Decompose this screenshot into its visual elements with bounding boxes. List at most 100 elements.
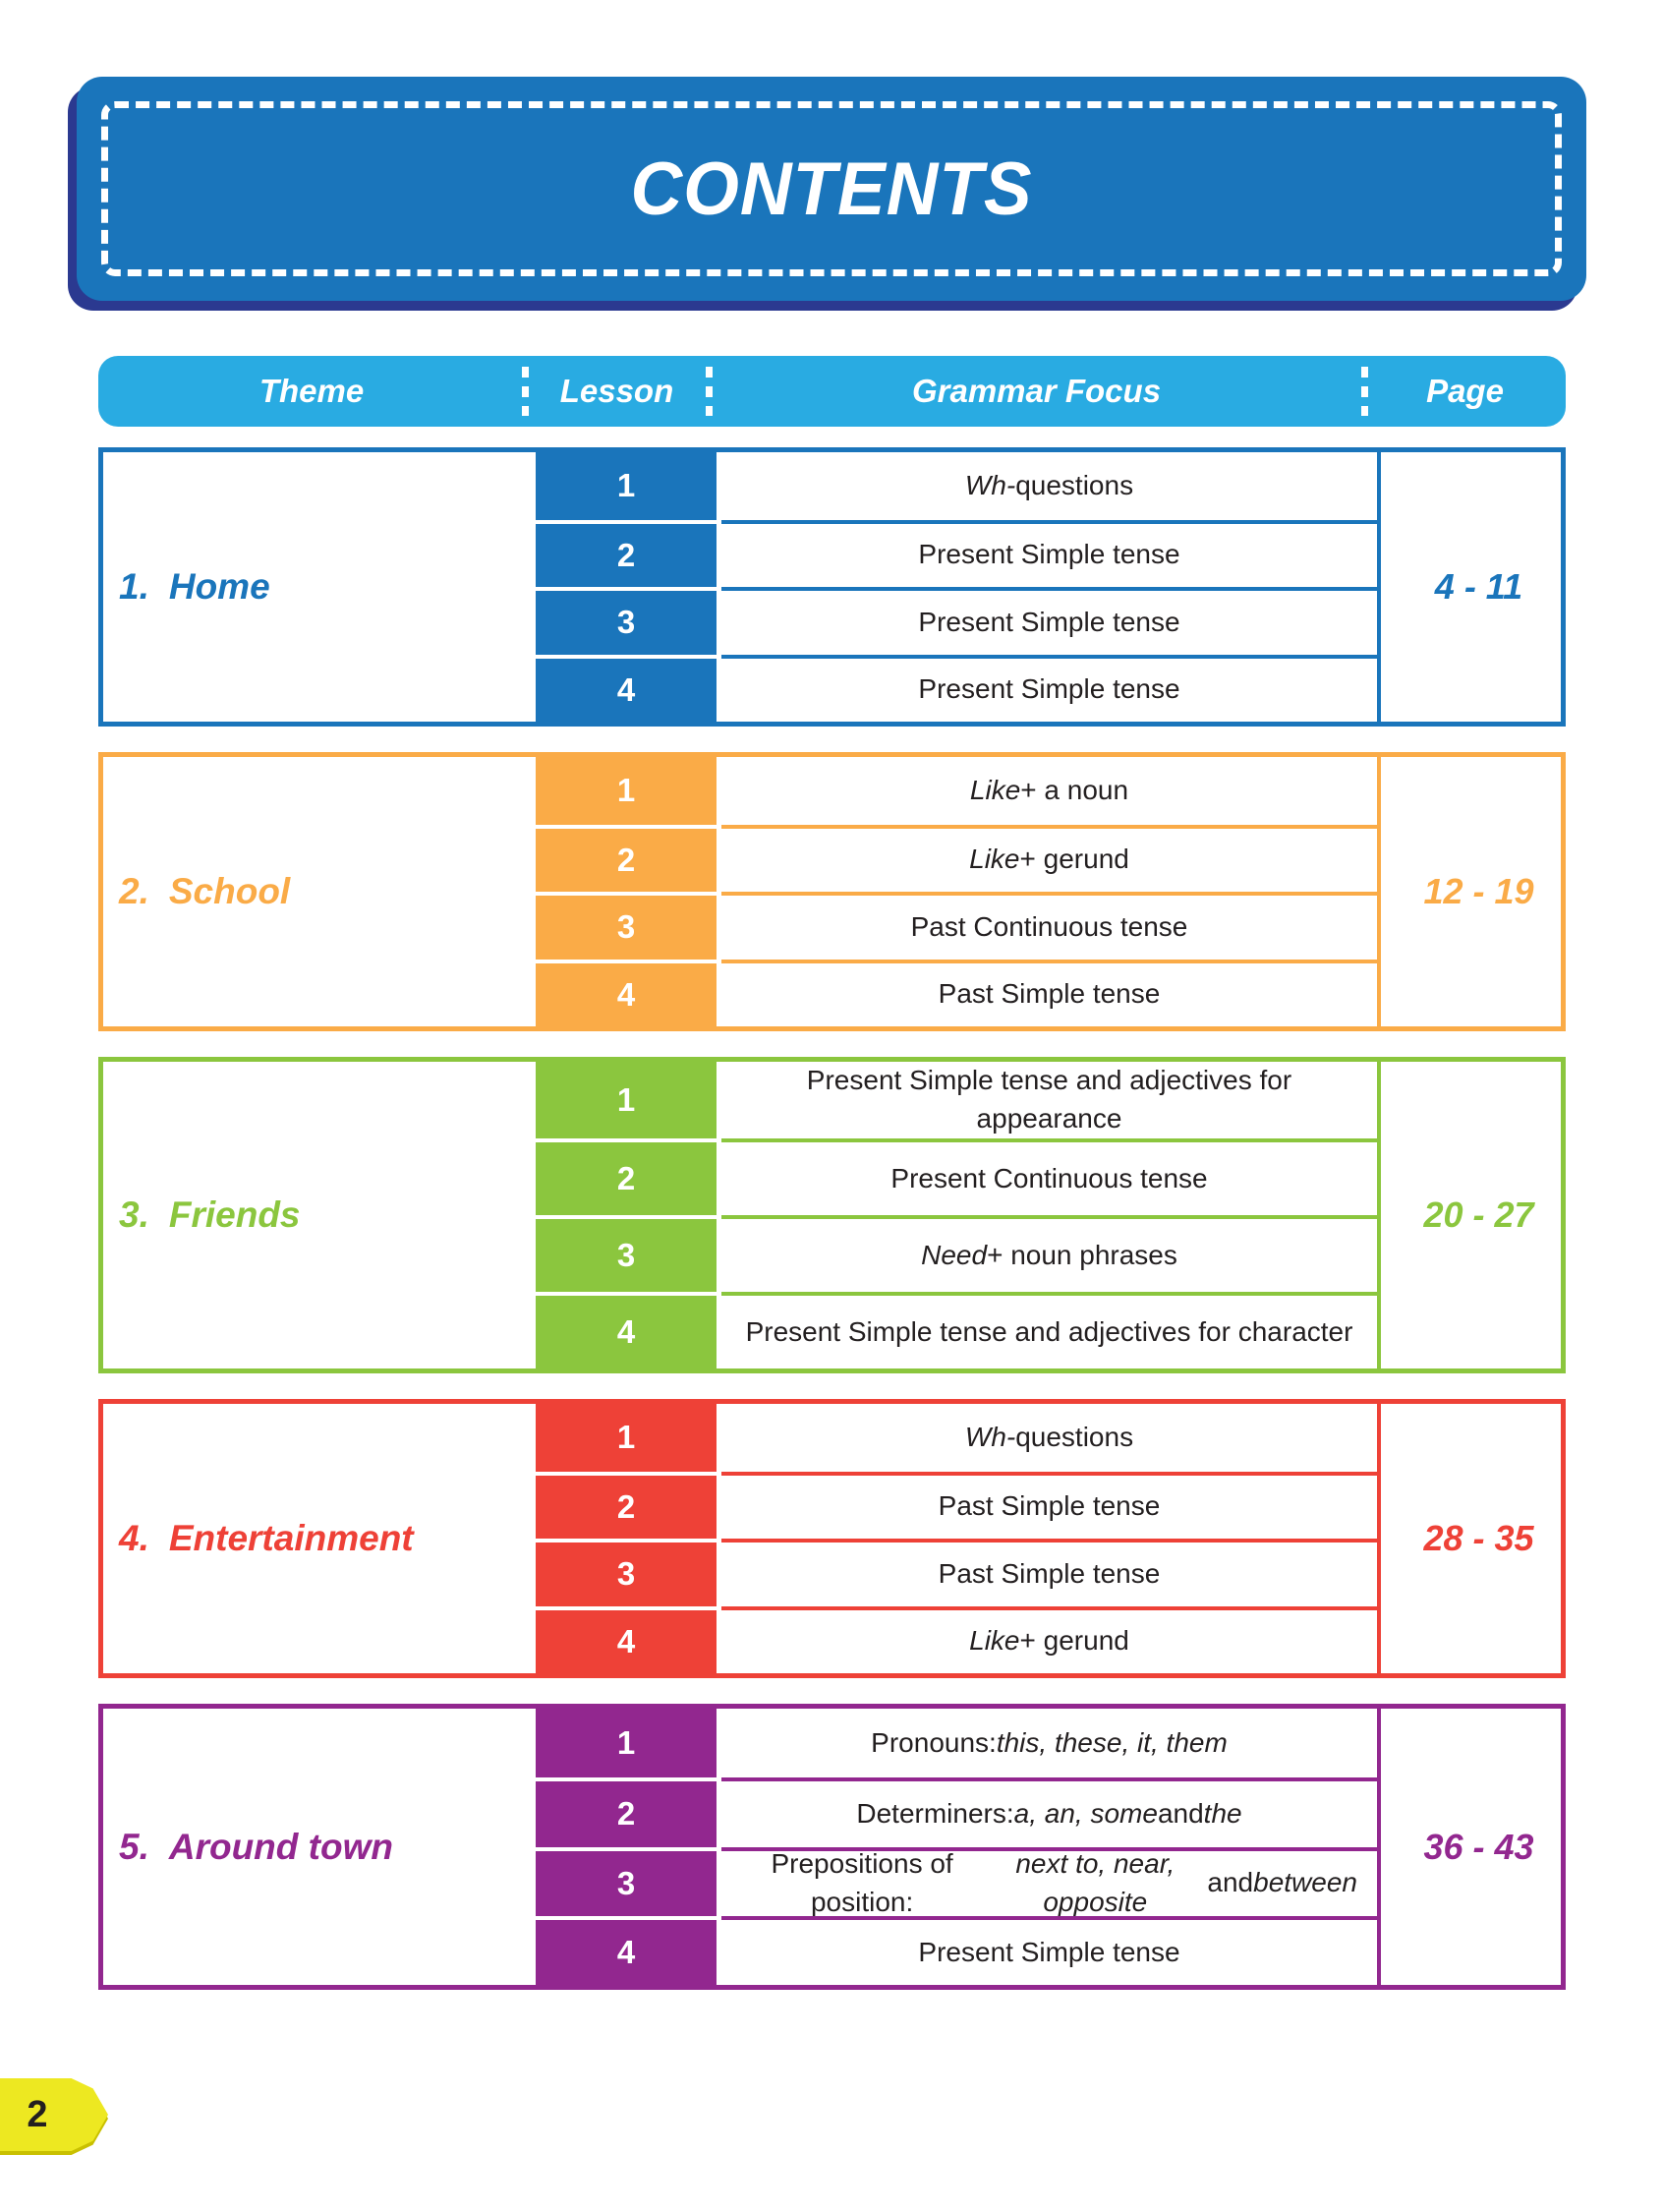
grammar-term-italic: between xyxy=(1253,1867,1357,1898)
lesson-number: 4 xyxy=(536,1292,717,1368)
lesson-number: 4 xyxy=(536,1605,717,1673)
theme-section-school: 2. School 1 Like + a noun 2 Like + gerun… xyxy=(98,752,1566,1031)
grammar-text: Prepositions of position: xyxy=(771,1848,953,1917)
lesson-number: 4 xyxy=(536,654,717,722)
theme-cell: 1. Home xyxy=(103,452,536,722)
cell-gap xyxy=(717,1846,721,1916)
theme-section-friends: 3. Friends 1 Present Simple tense and ad… xyxy=(98,1057,1566,1373)
table-header-bar: Theme Lesson Grammar Focus Page xyxy=(98,356,1566,427)
cell-gap xyxy=(717,1215,721,1292)
page-range: 12 - 19 xyxy=(1423,871,1534,911)
grammar-term-italic: Like xyxy=(969,774,1021,805)
lesson-row: 2 Present Continuous tense xyxy=(536,1138,1377,1215)
grammar-term-italic: Wh- xyxy=(964,1421,1016,1452)
grammar-term-italic: next to, near, opposite xyxy=(1015,1848,1176,1917)
sections-list: 1. Home 1 Wh- questions 2 Present Simple… xyxy=(98,447,1566,2015)
lesson-row: 1 Present Simple tense and adjectives fo… xyxy=(536,1062,1377,1138)
theme-number: 1. xyxy=(119,566,149,607)
page-range: 4 - 11 xyxy=(1434,566,1523,607)
column-divider-line xyxy=(1377,1709,1381,1985)
column-divider-line xyxy=(1377,1404,1381,1673)
grammar-text: and xyxy=(1207,1867,1254,1898)
cell-gap xyxy=(717,892,721,960)
theme-name: Friends xyxy=(168,1194,301,1235)
grammar-text: Past Continuous tense xyxy=(910,910,1188,942)
lesson-row: 1 Like + a noun xyxy=(536,757,1377,825)
cell-gap xyxy=(717,452,721,520)
page-number-tab: 2 xyxy=(0,2078,108,2151)
lesson-row: 4 Present Simple tense xyxy=(536,1915,1377,1985)
lesson-row: 3 Prepositions of position: next to, nea… xyxy=(536,1846,1377,1917)
lesson-row: 4 Past Simple tense xyxy=(536,959,1377,1027)
grammar-text: + noun phrases xyxy=(987,1239,1177,1270)
page-number: 2 xyxy=(27,2093,48,2135)
grammar-focus: Past Simple tense xyxy=(721,959,1377,1027)
grammar-focus: Prepositions of position: next to, near,… xyxy=(721,1846,1377,1917)
theme-section-entertainment: 4. Entertainment 1 Wh- questions 2 Past … xyxy=(98,1399,1566,1678)
lesson-number: 1 xyxy=(536,757,717,825)
lesson-row: 3 Need + noun phrases xyxy=(536,1215,1377,1292)
lesson-rows: 1 Wh- questions 2 Past Simple tense 3 Pa… xyxy=(536,1404,1377,1673)
theme-name: Around town xyxy=(168,1826,393,1867)
cell-gap xyxy=(717,1539,721,1606)
lesson-number: 3 xyxy=(536,892,717,960)
grammar-text: questions xyxy=(1015,1421,1134,1452)
grammar-text: + a noun xyxy=(1020,774,1129,805)
lesson-number: 1 xyxy=(536,1062,717,1138)
cell-gap xyxy=(717,1062,721,1138)
grammar-focus: Like + a noun xyxy=(721,757,1377,825)
theme-section-around-town: 5. Around town 1 Pronouns: this, these, … xyxy=(98,1704,1566,1990)
page-title: CONTENTS xyxy=(630,146,1033,231)
lesson-row: 4 Present Simple tense xyxy=(536,654,1377,722)
theme-cell: 5. Around town xyxy=(103,1709,536,1985)
lesson-number: 3 xyxy=(536,1215,717,1292)
lesson-number: 1 xyxy=(536,1404,717,1472)
page-range: 20 - 27 xyxy=(1423,1194,1534,1235)
cell-gap xyxy=(717,654,721,722)
cell-gap xyxy=(717,1915,721,1985)
lesson-row: 2 Past Simple tense xyxy=(536,1471,1377,1539)
grammar-text: Present Simple tense and adjectives for … xyxy=(806,1065,1292,1134)
theme-cell: 4. Entertainment xyxy=(103,1404,536,1673)
cell-gap xyxy=(717,757,721,825)
grammar-focus: Present Simple tense and adjectives for … xyxy=(721,1292,1377,1368)
grammar-focus: Past Continuous tense xyxy=(721,892,1377,960)
grammar-text: Past Simple tense xyxy=(938,978,1161,1010)
cell-gap xyxy=(717,587,721,655)
grammar-focus: Like + gerund xyxy=(721,824,1377,893)
lesson-row: 1 Pronouns: this, these, it, them xyxy=(536,1709,1377,1778)
column-header-page: Page xyxy=(1426,373,1504,409)
grammar-focus: Present Simple tense xyxy=(721,519,1377,588)
grammar-focus: Wh- questions xyxy=(721,452,1377,520)
lesson-number: 4 xyxy=(536,1915,717,1985)
grammar-text: and xyxy=(1157,1798,1204,1830)
cell-gap xyxy=(717,1777,721,1847)
column-header-theme: Theme xyxy=(258,373,365,409)
grammar-text: Past Simple tense xyxy=(938,1557,1161,1589)
cell-gap xyxy=(717,1709,721,1778)
lesson-number: 3 xyxy=(536,1539,717,1606)
lesson-row: 1 Wh- questions xyxy=(536,452,1377,520)
grammar-text: Past Simple tense xyxy=(938,1490,1161,1522)
theme-section-home: 1. Home 1 Wh- questions 2 Present Simple… xyxy=(98,447,1566,727)
lesson-number: 2 xyxy=(536,1138,717,1215)
cell-gap xyxy=(717,824,721,892)
cell-gap xyxy=(717,1605,721,1673)
grammar-text: questions xyxy=(1015,469,1134,500)
header-dashed-divider xyxy=(706,367,713,416)
column-divider-line xyxy=(1377,757,1381,1026)
lesson-rows: 1 Pronouns: this, these, it, them 2 Dete… xyxy=(536,1709,1377,1985)
grammar-text: Determiners: xyxy=(856,1798,1014,1830)
page-range: 36 - 43 xyxy=(1423,1826,1534,1867)
lesson-rows: 1 Like + a noun 2 Like + gerund 3 Past C… xyxy=(536,757,1377,1026)
theme-number: 2. xyxy=(119,871,149,911)
grammar-text: + gerund xyxy=(1019,1625,1129,1657)
grammar-text: Present Simple tense xyxy=(918,539,1180,570)
cell-gap xyxy=(717,519,721,587)
lesson-rows: 1 Wh- questions 2 Present Simple tense 3… xyxy=(536,452,1377,722)
lesson-number: 3 xyxy=(536,1846,717,1916)
header-dashed-divider xyxy=(522,367,529,416)
lesson-number: 2 xyxy=(536,1471,717,1539)
lesson-row: 4 Present Simple tense and adjectives fo… xyxy=(536,1292,1377,1368)
